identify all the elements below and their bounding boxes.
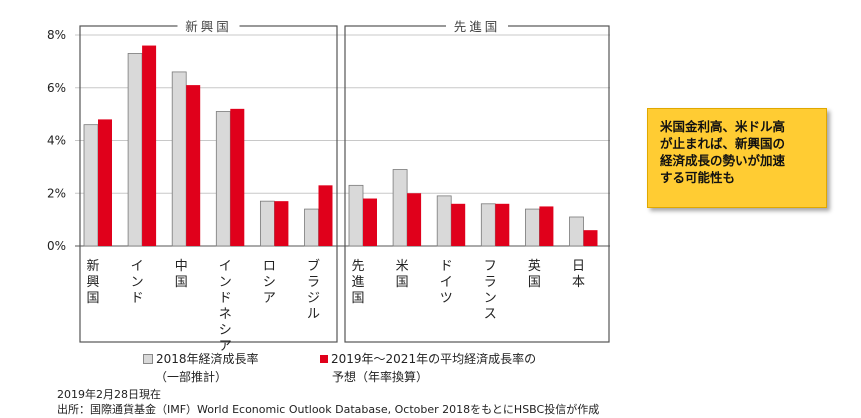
category-label-char: ツ — [440, 291, 453, 306]
category-label-char: ド — [440, 259, 453, 274]
bar-forecast — [318, 185, 333, 246]
category-label-char: ジ — [307, 291, 320, 306]
category-label-char: ン — [219, 275, 232, 290]
category-label-char: イ — [131, 259, 144, 274]
group-frame — [344, 25, 610, 343]
legend-sublabel: 予想（年率換算） — [332, 370, 429, 384]
bar-2018 — [259, 200, 275, 247]
category-label-char: ラ — [484, 275, 497, 290]
category-label-char: フ — [484, 259, 497, 274]
bar-2018 — [480, 203, 496, 247]
bar-2018 — [127, 53, 143, 247]
category-label-char: ド — [131, 291, 144, 306]
category-label-char: 国 — [351, 291, 364, 306]
category-label-char: 国 — [175, 275, 188, 290]
category-label-char: ン — [131, 275, 144, 290]
category-label-char: シ — [263, 275, 276, 290]
bar-2018 — [392, 169, 408, 247]
category-label-char: 本 — [572, 275, 585, 290]
category-label-char: 先 — [351, 259, 364, 274]
bar-forecast — [539, 206, 554, 246]
bar-forecast — [451, 203, 466, 246]
bar-2018 — [569, 216, 584, 247]
category-label-char: 興 — [86, 275, 99, 290]
category-label-char: ド — [219, 291, 232, 306]
legend-label: 2018年経済成長率 — [156, 352, 259, 366]
legend-label: 2019年～2021年の平均経済成長率の — [331, 352, 537, 366]
y-tick-label: 6% — [47, 81, 66, 95]
bar-forecast — [274, 201, 289, 246]
callout-line: する可能性も — [660, 170, 736, 185]
group-frame — [79, 25, 338, 343]
bar-forecast — [583, 230, 598, 246]
category-label-char: 国 — [86, 291, 99, 306]
legend-swatch-red — [320, 354, 328, 363]
callout-line: 経済成長の勢いが加速 — [660, 153, 786, 168]
y-tick-label: 0% — [47, 239, 66, 253]
y-tick-label: 8% — [47, 28, 66, 42]
bar-forecast — [363, 198, 377, 246]
legend-item-forecast: 2019年～2021年の平均経済成長率の — [320, 350, 536, 367]
category-label-char: ス — [484, 307, 497, 322]
legend-item-2018: 2018年経済成長率 — [143, 350, 259, 367]
bar-forecast — [142, 45, 157, 246]
bar-forecast — [98, 119, 112, 246]
callout-line: が止まれば、新興国の — [660, 136, 786, 151]
group-label-bg — [446, 18, 508, 34]
category-label-char: ロ — [263, 259, 276, 274]
category-label-char: ル — [307, 307, 320, 322]
category-label-char: 新 — [86, 258, 99, 274]
legend-sublabel: （一部推計） — [155, 370, 228, 384]
group-label: 先進国 — [454, 19, 501, 34]
bar-2018 — [304, 208, 319, 247]
y-tick-label: 4% — [47, 134, 66, 148]
category-label-char: ネ — [219, 307, 232, 322]
bar-2018 — [215, 111, 231, 247]
category-label-char: 国 — [528, 275, 541, 290]
bar-2018 — [171, 71, 187, 247]
y-tick-label: 2% — [47, 186, 66, 200]
bar-forecast — [407, 193, 422, 246]
category-label-char: ラ — [307, 275, 320, 290]
bar-forecast — [186, 85, 201, 246]
callout-line: 米国金利高、米ドル高 — [660, 119, 786, 134]
category-label-char: 進 — [351, 275, 364, 290]
category-label-char: イ — [440, 275, 453, 290]
category-label-char: 中 — [175, 259, 188, 274]
bar-2018 — [83, 124, 99, 247]
category-label-char: ン — [484, 291, 497, 306]
group-label-bg — [177, 18, 240, 34]
category-label-char: シ — [219, 323, 232, 338]
group-label: 新興国 — [185, 19, 232, 34]
bar-2018 — [525, 208, 540, 247]
category-label-char: ア — [219, 339, 232, 354]
source-note: 出所：国際通貨基金（IMF）World Economic Outlook Dat… — [57, 403, 600, 416]
category-label-char: ブ — [307, 258, 320, 274]
bar-forecast — [230, 108, 245, 246]
bar-2018 — [436, 195, 452, 247]
callout-box: 米国金利高、米ドル高 が止まれば、新興国の 経済成長の勢いが加速 する可能性も — [647, 108, 827, 208]
bar-forecast — [495, 203, 510, 246]
category-label-char: ア — [263, 291, 276, 306]
category-label-char: 米 — [396, 259, 409, 274]
bar-2018 — [348, 184, 364, 247]
category-label-char: イ — [219, 259, 232, 274]
category-label-char: 日 — [572, 259, 585, 274]
category-label-char: 英 — [528, 259, 541, 274]
date-note: 2019年2月28日現在 — [57, 388, 161, 401]
category-label-char: 国 — [396, 275, 409, 290]
legend-swatch-gray — [143, 353, 153, 364]
